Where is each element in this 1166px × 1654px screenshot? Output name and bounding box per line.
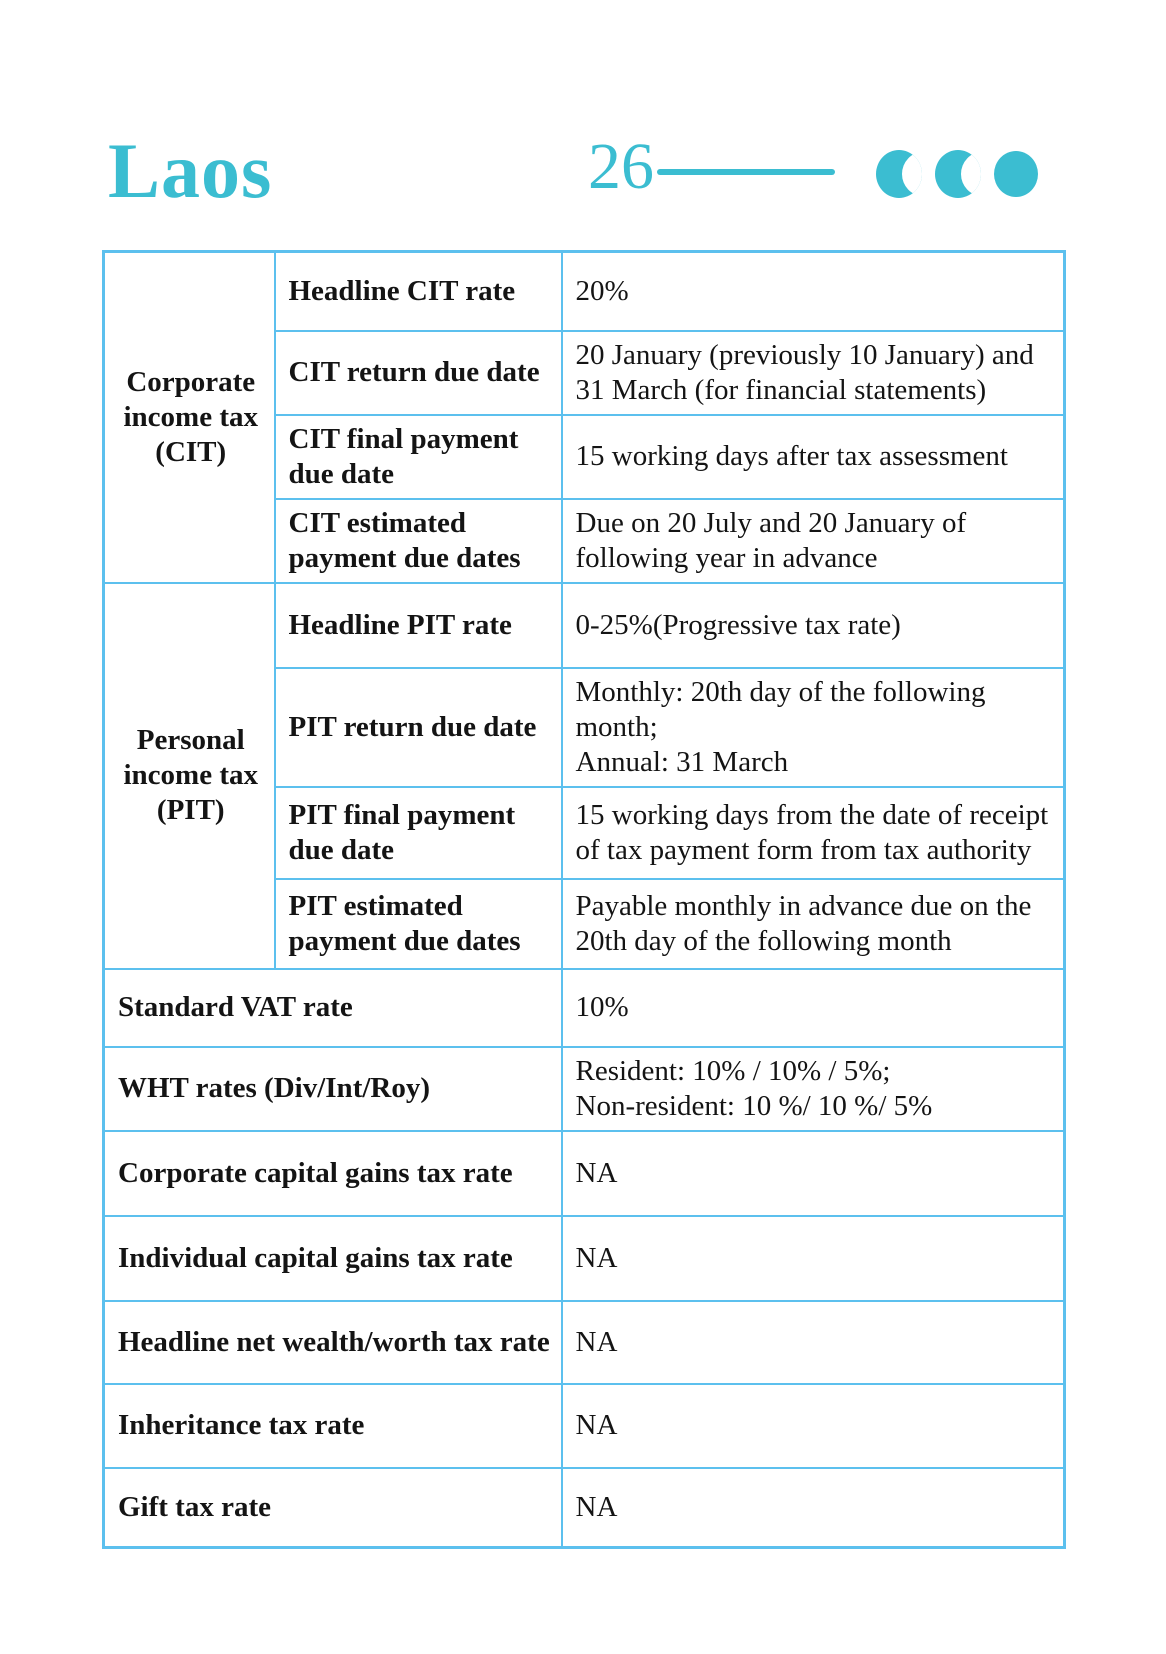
table-row: Individual capital gains tax rate NA: [102, 1214, 1066, 1302]
header-rule: [657, 169, 835, 175]
crescent-icon: [935, 150, 981, 198]
row-value-cell: 20%: [560, 250, 1066, 332]
row-label-cell: Corporate capital gains tax rate: [102, 1129, 563, 1217]
table-row: WHT rates (Div/Int/Roy) Resident: 10% / …: [102, 1045, 1066, 1132]
row-value-cell: 0-25%(Progressive tax rate): [560, 581, 1066, 669]
row-label-cell: PIT return due date: [273, 666, 563, 788]
circle-icon: [994, 151, 1038, 197]
row-label-cell: Standard VAT rate: [102, 967, 563, 1048]
brand-logo: [876, 150, 1038, 198]
row-label-cell: PIT final payment due date: [273, 785, 563, 880]
table-row: Standard VAT rate 10%: [102, 967, 1066, 1048]
row-value-cell: NA: [560, 1214, 1066, 1302]
row-label-cell: Headline net wealth/worth tax rate: [102, 1299, 563, 1385]
group-cell-cit: Corporate income tax (CIT): [102, 250, 276, 584]
row-value-cell: NA: [560, 1382, 1066, 1469]
tax-summary-table: Corporate income tax (CIT) Headline CIT …: [102, 250, 1066, 1549]
table-row: CIT final payment due date 15 working da…: [104, 413, 1066, 500]
table-row: Corporate income tax (CIT) Headline CIT …: [102, 250, 1066, 584]
row-label-cell: Gift tax rate: [102, 1466, 563, 1549]
crescent-icon: [876, 150, 922, 198]
group-cell-pit: Personal income tax (PIT): [102, 581, 276, 970]
row-value-cell: 15 working days after tax assessment: [560, 413, 1066, 500]
row-value-cell: NA: [560, 1299, 1066, 1385]
table-row: PIT return due date Monthly: 20th day of…: [104, 666, 1066, 788]
row-label-cell: CIT estimated payment due dates: [273, 497, 563, 584]
row-label-cell: Headline CIT rate: [273, 250, 563, 332]
table-row: Corporate capital gains tax rate NA: [102, 1129, 1066, 1217]
row-label-cell: CIT return due date: [273, 329, 563, 416]
row-label-cell: Headline PIT rate: [273, 581, 563, 669]
row-label-cell: WHT rates (Div/Int/Roy): [102, 1045, 563, 1132]
row-value-cell: NA: [560, 1129, 1066, 1217]
table-row: Personal income tax (PIT) Headline PIT r…: [102, 581, 1066, 970]
row-label-cell: Inheritance tax rate: [102, 1382, 563, 1469]
row-value-cell: Payable monthly in advance due on the 20…: [560, 877, 1066, 970]
row-value-cell: Due on 20 July and 20 January of followi…: [560, 497, 1066, 584]
row-value-cell: 15 working days from the date of receipt…: [560, 785, 1066, 880]
table-row: CIT return due date 20 January (previous…: [104, 329, 1066, 416]
page-number: 26: [588, 130, 654, 203]
table-row: PIT estimated payment due dates Payable …: [104, 877, 1066, 970]
row-value-cell: 20 January (previously 10 January) and 3…: [560, 329, 1066, 416]
row-value-cell: 10%: [560, 967, 1066, 1048]
table-row: Headline net wealth/worth tax rate NA: [102, 1299, 1066, 1385]
row-value-cell: NA: [560, 1466, 1066, 1549]
page-title: Laos: [108, 127, 273, 214]
table-row: Inheritance tax rate NA: [102, 1382, 1066, 1469]
table-row: CIT estimated payment due dates Due on 2…: [104, 497, 1066, 584]
row-label-cell: CIT final payment due date: [273, 413, 563, 500]
row-value-cell: Monthly: 20th day of the following month…: [560, 666, 1066, 788]
row-label-cell: Individual capital gains tax rate: [102, 1214, 563, 1302]
table-row: Gift tax rate NA: [102, 1466, 1066, 1549]
table-row: PIT final payment due date 15 working da…: [104, 785, 1066, 880]
row-value-cell: Resident: 10% / 10% / 5%; Non-resident: …: [560, 1045, 1066, 1132]
row-label-cell: PIT estimated payment due dates: [273, 877, 563, 970]
